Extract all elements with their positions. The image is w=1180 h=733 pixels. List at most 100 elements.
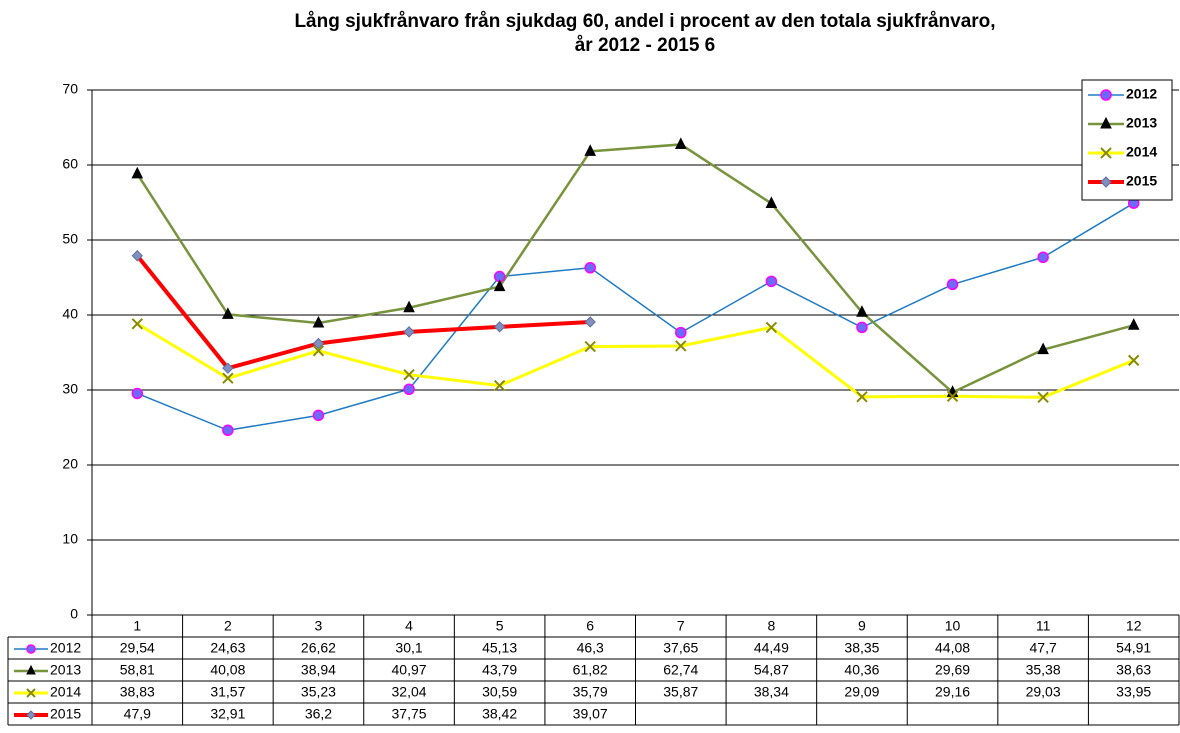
table-cell: 31,57 — [210, 684, 245, 700]
y-tick-label: 60 — [62, 156, 78, 172]
x-tick-label: 5 — [496, 618, 504, 634]
marker — [1128, 354, 1140, 367]
x-tick-label: 1 — [133, 618, 141, 634]
y-tick-label: 30 — [62, 381, 78, 397]
table-cell: 40,97 — [392, 662, 427, 678]
table-cell: 47,9 — [124, 706, 151, 722]
table-cell: 47,7 — [1030, 640, 1057, 656]
table-cell: 54,91 — [1116, 640, 1151, 656]
table-row-label: 2012 — [50, 640, 81, 656]
table-cell: 44,49 — [754, 640, 789, 656]
marker — [26, 710, 36, 720]
marker — [765, 196, 778, 208]
x-tick-label: 2 — [224, 618, 232, 634]
x-tick-label: 3 — [315, 618, 323, 634]
marker — [584, 262, 596, 274]
table-row-label: 2013 — [50, 662, 81, 678]
series-line — [135, 254, 591, 371]
marker — [222, 362, 234, 374]
x-tick-label: 7 — [677, 618, 685, 634]
marker — [26, 688, 36, 698]
y-tick-label: 70 — [62, 81, 78, 97]
marker — [131, 387, 144, 400]
marker — [403, 300, 415, 313]
table-cell: 35,23 — [301, 684, 336, 700]
table-cell: 44,08 — [935, 640, 970, 656]
table-cell: 35,87 — [663, 684, 698, 700]
table-cell: 38,94 — [301, 662, 336, 678]
marker — [222, 424, 234, 437]
marker — [856, 391, 868, 403]
table-cell: 38,34 — [754, 684, 789, 700]
marker — [312, 409, 325, 422]
marker — [312, 315, 325, 328]
marker — [1037, 391, 1049, 403]
table-cell: 39,07 — [573, 706, 608, 722]
marker — [222, 372, 234, 384]
x-tick-label: 8 — [767, 618, 775, 634]
marker — [1100, 116, 1112, 129]
marker — [493, 379, 506, 392]
table-cell: 26,62 — [301, 640, 336, 656]
marker — [674, 137, 687, 149]
marker — [403, 368, 415, 381]
marker — [1100, 176, 1112, 188]
y-tick-label: 0 — [70, 606, 78, 622]
table-row-label: 2014 — [50, 684, 81, 700]
marker — [584, 316, 596, 328]
x-tick-label: 10 — [945, 618, 961, 634]
table-cell: 40,36 — [844, 662, 879, 678]
x-tick-label: 4 — [405, 618, 413, 634]
table-cell: 29,09 — [844, 684, 879, 700]
table-cell: 33,95 — [1116, 684, 1151, 700]
marker — [222, 307, 234, 319]
x-tick-label: 11 — [1036, 618, 1051, 634]
chart-title: år 2012 - 2015 6 — [575, 35, 716, 56]
table-cell: 58,81 — [120, 662, 155, 678]
chart-title: Lång sjukfrånvaro från sjukdag 60, andel… — [294, 11, 995, 32]
y-tick-label: 20 — [62, 456, 78, 472]
marker — [946, 278, 959, 291]
table-cell: 35,38 — [1026, 662, 1061, 678]
table-cell: 24,63 — [210, 640, 245, 656]
table-cell: 35,79 — [573, 684, 608, 700]
marker — [584, 340, 596, 353]
marker — [946, 390, 959, 403]
x-tick-label: 9 — [858, 618, 866, 634]
x-tick-label: 6 — [586, 618, 594, 634]
marker — [493, 279, 506, 292]
table-cell: 38,83 — [120, 684, 155, 700]
marker — [856, 321, 868, 334]
marker — [131, 166, 144, 179]
legend-label: 2015 — [1126, 173, 1157, 189]
table-cell: 37,65 — [663, 640, 698, 656]
y-tick-label: 50 — [62, 231, 78, 247]
marker — [856, 305, 868, 317]
x-tick-label: 12 — [1126, 618, 1142, 634]
legend-label: 2013 — [1126, 115, 1157, 131]
marker — [1127, 318, 1140, 330]
table-cell: 54,87 — [754, 662, 789, 678]
table-cell: 29,69 — [935, 662, 970, 678]
marker — [312, 345, 325, 357]
marker — [675, 326, 687, 339]
table-cell: 37,75 — [392, 706, 427, 722]
table-cell: 46,3 — [577, 640, 604, 656]
marker — [1037, 342, 1049, 355]
table-cell: 29,54 — [120, 640, 155, 656]
table-cell: 30,1 — [395, 640, 422, 656]
marker — [403, 326, 415, 338]
marker — [1037, 251, 1049, 263]
table-cell: 36,2 — [305, 706, 332, 722]
table-cell: 29,03 — [1026, 684, 1061, 700]
marker — [584, 144, 597, 156]
series-line — [136, 322, 1135, 399]
table-cell: 62,74 — [663, 662, 698, 678]
marker — [1100, 147, 1112, 159]
legend-label: 2012 — [1126, 86, 1157, 102]
y-tick-label: 10 — [62, 531, 78, 547]
marker — [312, 337, 325, 350]
marker — [675, 340, 687, 352]
marker — [765, 321, 778, 334]
